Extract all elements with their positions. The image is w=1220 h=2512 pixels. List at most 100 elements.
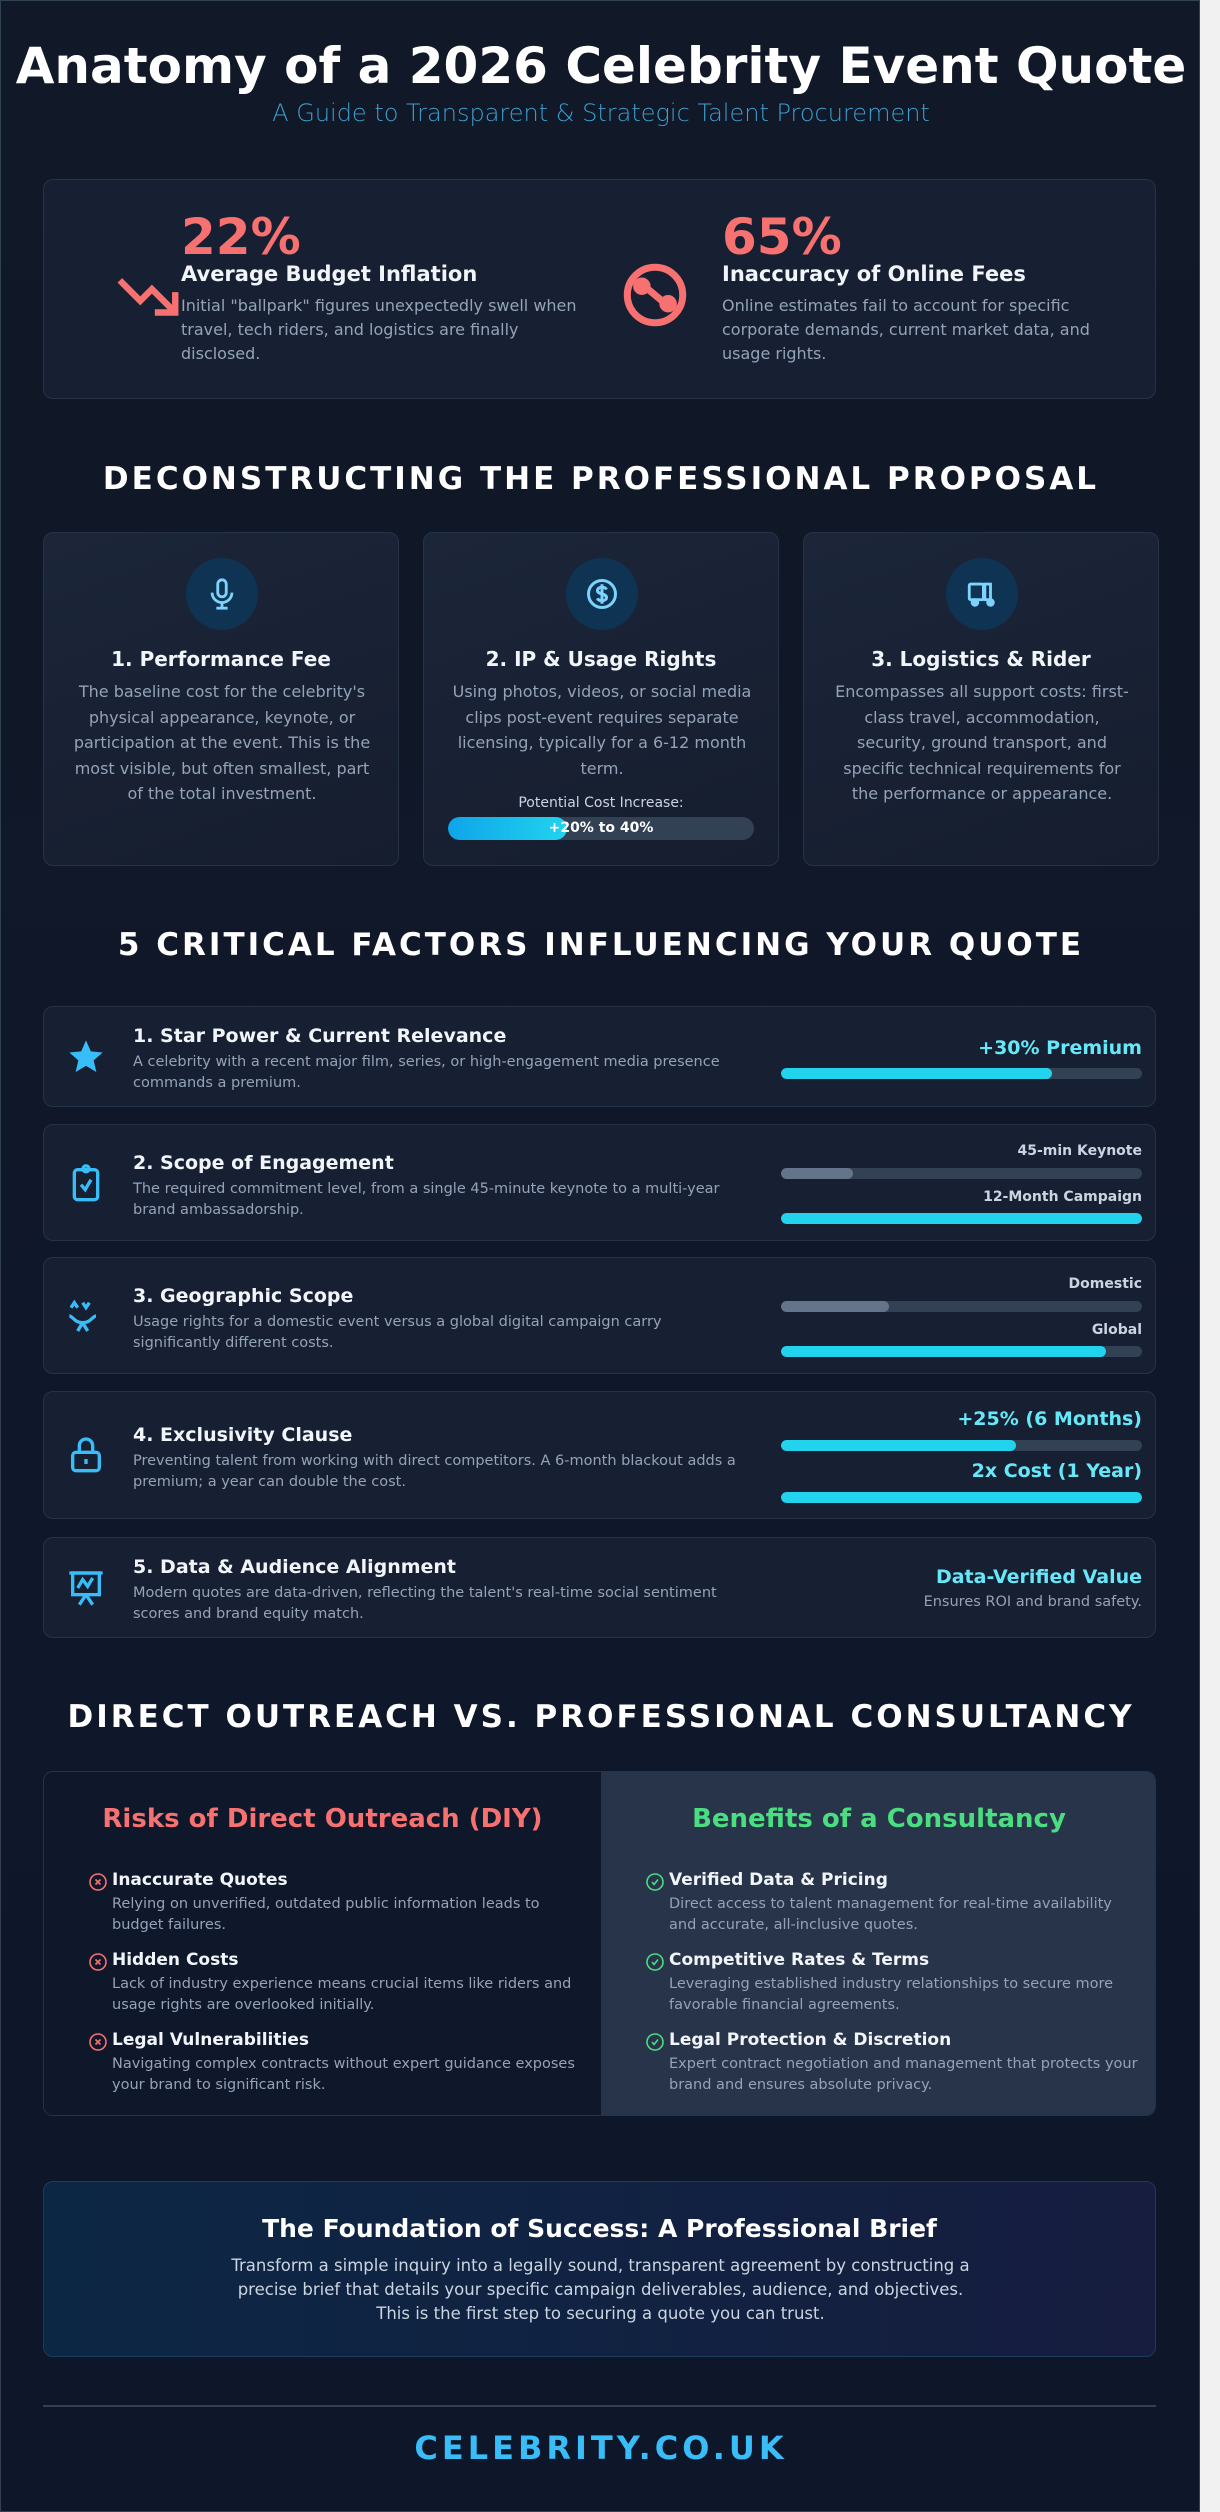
- footer-brand[interactable]: CELEBRITY.CO.UK: [414, 2429, 788, 2467]
- truck-icon: [967, 582, 995, 607]
- bar-label: 2x Cost (1 Year): [971, 1460, 1142, 1482]
- dollar-circle-icon: [587, 579, 617, 609]
- stat-text: Online estimates fail to account for spe…: [722, 296, 1090, 363]
- factor-value: Data-Verified Value: [935, 1566, 1142, 1588]
- factor-bar: [781, 1492, 1142, 1503]
- card-title: 2. IP & Usage Rights: [485, 647, 717, 671]
- factor-row: 2. Scope of Engagement The required comm…: [43, 1124, 1156, 1241]
- factor-desc: Modern quotes are data-driven, reflectin…: [133, 1585, 717, 1622]
- factor-bar-fill: [781, 1168, 854, 1179]
- bar-label: Global: [1091, 1322, 1142, 1338]
- factor-title: 5. Data & Audience Alignment: [133, 1556, 457, 1578]
- factor-bar: [781, 1068, 1142, 1079]
- factor-bar-fill: [781, 1068, 1052, 1079]
- factor-row: 1. Star Power & Current Relevance A cele…: [43, 1006, 1156, 1107]
- page-title: Anatomy of a 2026 Celebrity Event Quote: [15, 37, 1187, 95]
- factor-desc: Usage rights for a domestic event versus…: [133, 1314, 662, 1351]
- factor-row: 3. Geographic Scope Usage rights for a d…: [43, 1257, 1156, 1374]
- cost-increase-fill: [448, 817, 568, 840]
- item-title: Competitive Rates & Terms: [669, 1950, 930, 1970]
- clipboard-check-icon: [72, 1164, 100, 1202]
- factor-note: Ensures ROI and brand safety.: [923, 1594, 1142, 1610]
- risks-title: Risks of Direct Outreach (DIY): [102, 1804, 543, 1834]
- risks-column: Risks of Direct Outreach (DIY) Inaccurat…: [44, 1772, 601, 2115]
- section-heading-factors: 5 CRITICAL FACTORS INFLUENCING YOUR QUOT…: [117, 927, 1085, 963]
- factor-desc: A celebrity with a recent major film, se…: [133, 1054, 720, 1091]
- cta-text: Transform a simple inquiry into a legall…: [231, 2256, 970, 2323]
- check-circle-icon: [646, 2033, 664, 2051]
- stat-heading: Inaccuracy of Online Fees: [722, 262, 1026, 286]
- x-circle-icon: [89, 2033, 107, 2051]
- factor-row: 5. Data & Audience Alignment Modern quot…: [43, 1537, 1156, 1638]
- card-title: 3. Logistics & Rider: [871, 647, 1091, 671]
- bar-label: 45-min Keynote: [1017, 1143, 1142, 1159]
- factor-row: 4. Exclusivity Clause Preventing talent …: [43, 1391, 1156, 1519]
- star-icon: [69, 1040, 103, 1072]
- item-desc: Leveraging established industry relation…: [669, 1976, 1114, 2013]
- cost-increase-bar: +20% to 40%: [448, 817, 754, 840]
- factor-bar: [781, 1440, 1142, 1451]
- factor-bar: [781, 1301, 1142, 1312]
- factor-bar-fill: [781, 1346, 1106, 1357]
- factor-bar: [781, 1346, 1142, 1357]
- section-heading-proposal: DECONSTRUCTING THE PROFESSIONAL PROPOSAL: [102, 461, 1100, 497]
- factor-title: 4. Exclusivity Clause: [133, 1424, 353, 1446]
- check-circle-icon: [646, 1873, 664, 1891]
- item-title: Hidden Costs: [112, 1950, 239, 1970]
- stat-heading: Average Budget Inflation: [181, 262, 478, 286]
- factor-title: 2. Scope of Engagement: [133, 1152, 394, 1174]
- benefits-column: Benefits of a Consultancy Verified Data …: [601, 1772, 1155, 2115]
- page-subtitle: A Guide to Transparent & Strategic Talen…: [272, 99, 930, 127]
- factor-bar-fill: [781, 1492, 1142, 1503]
- bar-label: +30% Premium: [978, 1037, 1142, 1059]
- bar-label: Domestic: [1068, 1276, 1142, 1292]
- globe-network-icon: [68, 1299, 97, 1332]
- card-text: Encompasses all support costs: first-cla…: [835, 682, 1129, 803]
- cta-title: The Foundation of Success: A Professiona…: [262, 2214, 937, 2243]
- check-circle-icon: [646, 1953, 664, 1971]
- stat-value: 65%: [722, 208, 842, 266]
- proposal-card: 3. Logistics & Rider Encompasses all sup…: [803, 532, 1159, 866]
- stats-card: 22% Average Budget Inflation Initial "ba…: [43, 179, 1156, 399]
- card-text: The baseline cost for the celebrity's ph…: [73, 682, 371, 803]
- lock-icon: [71, 1437, 101, 1473]
- item-title: Inaccurate Quotes: [112, 1870, 288, 1890]
- presentation-chart-icon: [69, 1571, 103, 1606]
- x-circle-icon: [89, 1953, 107, 1971]
- item-desc: Expert contract negotiation and manageme…: [669, 2056, 1138, 2093]
- x-circle-icon: [89, 1873, 107, 1891]
- microphone-icon: [210, 578, 234, 610]
- section-heading-comparison: DIRECT OUTREACH VS. PROFESSIONAL CONSULT…: [67, 1699, 1135, 1735]
- factor-title: 1. Star Power & Current Relevance: [133, 1025, 507, 1047]
- card-text: Using photos, videos, or social media cl…: [452, 682, 752, 778]
- no-connection-icon: [623, 263, 687, 327]
- trending-down-icon: [117, 278, 179, 316]
- card-title: 1. Performance Fee: [111, 647, 331, 671]
- item-desc: Direct access to talent management for r…: [669, 1896, 1112, 1933]
- bar-label: +25% (6 Months): [957, 1408, 1142, 1430]
- factor-title: 3. Geographic Scope: [133, 1285, 354, 1307]
- factor-desc: Preventing talent from working with dire…: [133, 1453, 736, 1490]
- item-desc: Relying on unverified, outdated public i…: [112, 1896, 540, 1933]
- factor-bar-fill: [781, 1213, 1142, 1224]
- proposal-card: 1. Performance Fee The baseline cost for…: [43, 532, 399, 866]
- factor-bar-fill: [781, 1440, 1016, 1451]
- item-title: Legal Vulnerabilities: [112, 2030, 309, 2050]
- item-desc: Navigating complex contracts without exp…: [112, 2056, 575, 2093]
- item-desc: Lack of industry experience means crucia…: [112, 1976, 572, 2013]
- stat-text: Initial "ballpark" figures unexpectedly …: [181, 296, 577, 363]
- cta-box: The Foundation of Success: A Professiona…: [43, 2181, 1156, 2357]
- proposal-card: 2. IP & Usage Rights Using photos, video…: [423, 532, 779, 866]
- progress-label: Potential Cost Increase:: [518, 795, 684, 811]
- factor-bar: [781, 1213, 1142, 1224]
- item-title: Legal Protection & Discretion: [669, 2030, 952, 2050]
- benefits-title: Benefits of a Consultancy: [692, 1804, 1066, 1834]
- factor-bar-fill: [781, 1301, 890, 1312]
- comparison-panel: Risks of Direct Outreach (DIY) Inaccurat…: [43, 1771, 1156, 2116]
- factor-bar: [781, 1168, 1142, 1179]
- footer-divider: [43, 2405, 1156, 2407]
- bar-label: 12-Month Campaign: [983, 1189, 1142, 1205]
- item-title: Verified Data & Pricing: [669, 1870, 888, 1890]
- stat-value: 22%: [181, 208, 301, 266]
